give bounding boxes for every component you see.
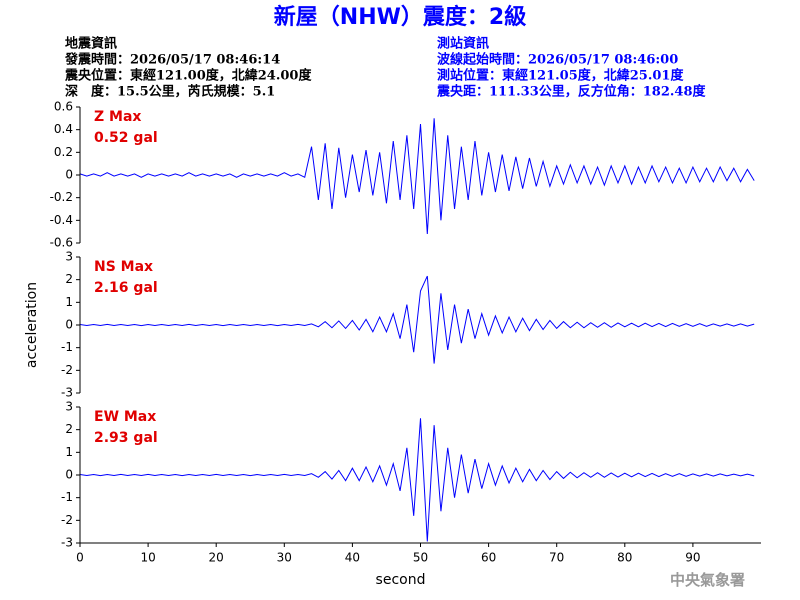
channel-label: EW Max: [94, 409, 156, 425]
y-tick-label: -0.4: [50, 213, 73, 227]
y-tick-label: 2: [65, 422, 73, 436]
x-tick-label: 50: [413, 551, 428, 565]
waveform: [79, 418, 755, 542]
info-right: 震央距：111.33公里，反方位角：182.48度: [436, 84, 707, 100]
y-tick-label: 0: [65, 318, 73, 332]
info-left: 深 度：15.5公里，芮氏規模：5.1: [65, 84, 275, 100]
y-tick-label: -1: [61, 490, 73, 504]
channel-label: Z Max: [94, 109, 141, 125]
y-tick-label: 0: [65, 168, 73, 182]
max-label: 0.52 gal: [94, 130, 158, 146]
info-right: 測站資訊: [437, 36, 489, 52]
y-tick-label: 0.2: [54, 145, 73, 159]
info-right: 波線起始時間：2026/05/17 08:46:00: [437, 52, 678, 68]
info-left: 發震時間：2026/05/17 08:46:14: [64, 52, 280, 68]
y-tick-label: -2: [61, 363, 73, 377]
y-tick-label: -0.6: [50, 236, 73, 250]
y-tick-label: -1: [61, 340, 73, 354]
y-tick-label: 1: [65, 295, 73, 309]
max-label: 2.16 gal: [94, 280, 158, 296]
y-tick-label: -0.2: [50, 190, 73, 204]
y-tick-label: -3: [61, 536, 73, 550]
channel-label: NS Max: [94, 259, 153, 275]
title: 新屋（NHW）震度：2級: [274, 4, 526, 30]
x-tick-label: 30: [277, 551, 292, 565]
x-tick-label: 10: [140, 551, 155, 565]
footer: 中央氣象署: [670, 571, 745, 589]
info-left: 震央位置：東經121.00度，北緯24.00度: [64, 68, 312, 84]
y-tick-label: 3: [65, 400, 73, 414]
y-tick-label: -2: [61, 513, 73, 527]
y-tick-label: 0.6: [54, 100, 73, 114]
x-tick-label: 20: [209, 551, 224, 565]
waveform: [79, 118, 755, 234]
waveform: [79, 275, 755, 364]
x-tick-label: 40: [345, 551, 360, 565]
x-tick-label: 0: [76, 551, 84, 565]
x-axis-label: second: [376, 572, 426, 588]
y-tick-label: -3: [61, 386, 73, 400]
x-tick-label: 90: [685, 551, 700, 565]
info-right: 測站位置：東經121.05度，北緯25.01度: [437, 68, 684, 84]
y-axis-label: acceleration: [24, 282, 40, 368]
x-tick-label: 60: [481, 551, 496, 565]
y-tick-label: 1: [65, 445, 73, 459]
max-label: 2.93 gal: [94, 430, 158, 446]
info-left: 地震資訊: [65, 36, 117, 52]
x-tick-label: 70: [549, 551, 564, 565]
y-tick-label: 2: [65, 272, 73, 286]
x-tick-label: 80: [617, 551, 632, 565]
y-tick-label: 0: [65, 468, 73, 482]
y-tick-label: 0.4: [54, 122, 73, 136]
y-tick-label: 3: [65, 250, 73, 264]
